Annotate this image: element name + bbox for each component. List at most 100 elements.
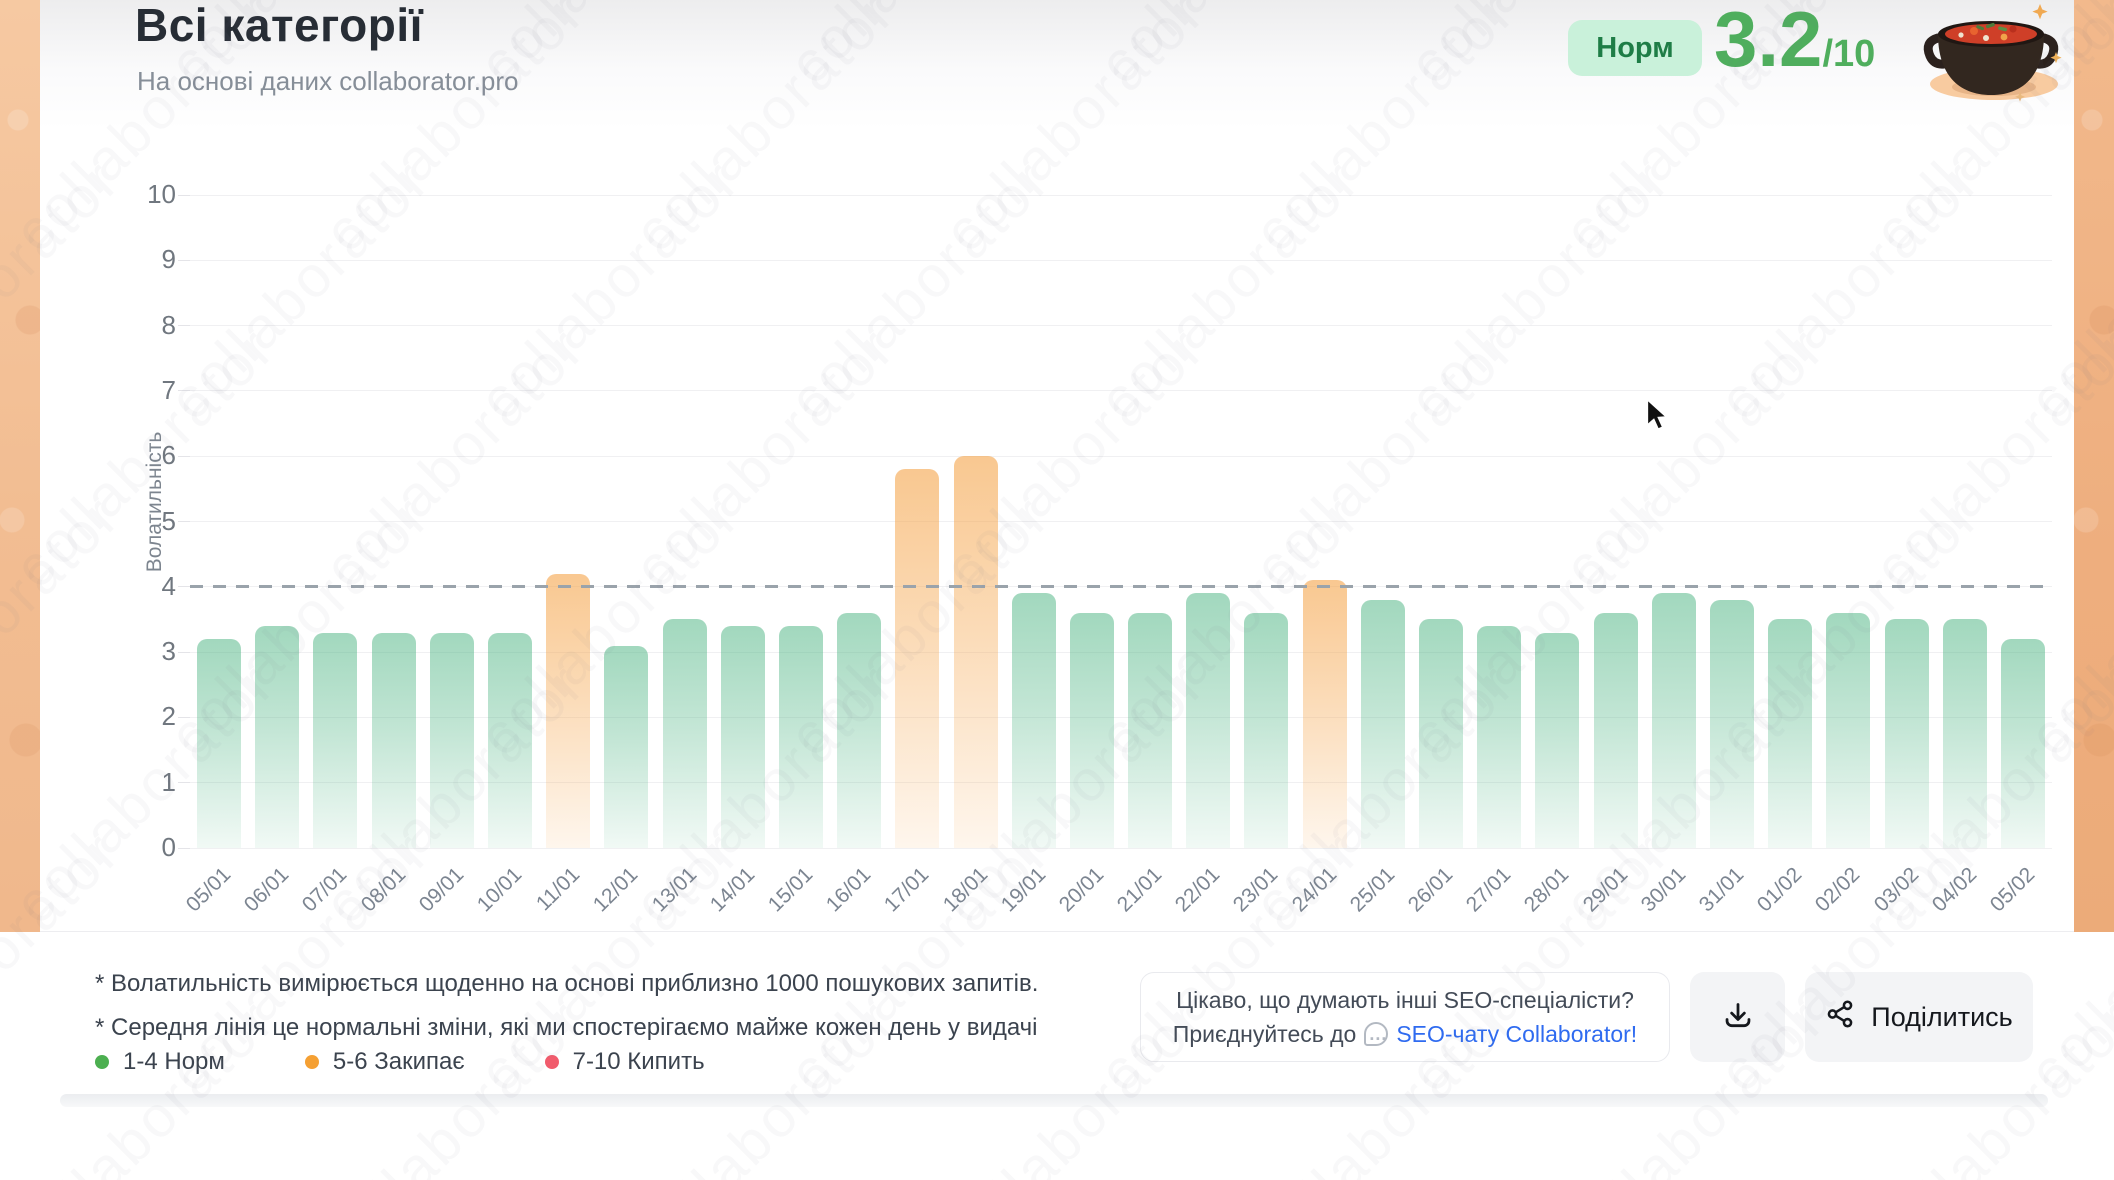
bar-23/01[interactable] (1244, 612, 1289, 848)
y-tick-label: 4 (161, 570, 176, 601)
legend-dot-icon (304, 1055, 319, 1069)
cta-question: Цікаво, що думають інші SEO-спеціалісти? (1176, 987, 1634, 1013)
bar-chart-plot-area: 0 1 2 3 4 5 6 7 8 9 10 05/01 06/01 07/01 08/01 09/01 10/… (147, 179, 2052, 916)
mouse-cursor (1644, 397, 1674, 437)
gridline (190, 455, 2052, 457)
share-button-label: Поділитись (1871, 1001, 2013, 1032)
bar-05/02[interactable] (2000, 639, 2045, 848)
axis-tick (178, 194, 190, 196)
bar-13/01[interactable] (662, 619, 707, 848)
axis-tick (178, 521, 190, 522)
gridline (190, 325, 2052, 327)
bar-05/01[interactable] (197, 639, 242, 848)
y-tick-label: 0 (161, 832, 176, 862)
bar-22/01[interactable] (1186, 593, 1231, 848)
y-tick-label: 9 (161, 244, 176, 275)
average-threshold-line (190, 585, 2052, 589)
axis-tick (178, 455, 190, 457)
legend-item: 7-10 Кипить (544, 1048, 705, 1076)
score-value: 3.2 (1714, 0, 1823, 83)
volatility-score: 3.2/10 (1714, 0, 1875, 85)
bar-31/01[interactable] (1709, 599, 1754, 848)
bar-20/01[interactable] (1069, 612, 1114, 848)
bar-09/01[interactable] (429, 632, 474, 848)
y-tick-label: 1 (161, 766, 176, 797)
axis-tick (178, 716, 190, 718)
gridline (190, 847, 2052, 849)
bar-14/01[interactable] (720, 625, 765, 848)
gridline (190, 651, 2052, 653)
axis-tick (178, 782, 190, 784)
bottom-divider (60, 1094, 2048, 1107)
axis-tick (178, 259, 190, 261)
bar-07/01[interactable] (313, 632, 358, 848)
bar-18/01[interactable] (953, 456, 998, 848)
footnote-average-line: * Середня лінія це нормальні зміни, які … (95, 1014, 1038, 1041)
page-subtitle: На основі даних collaborator.pro (137, 66, 519, 96)
gridline (190, 259, 2052, 261)
download-icon (1723, 1001, 1753, 1034)
bar-17/01[interactable] (895, 469, 940, 848)
gridline (190, 521, 2052, 522)
seo-chat-cta-card: Цікаво, що думають інші SEO-спеціалісти?… (1140, 972, 1670, 1062)
bar-24/01[interactable] (1302, 580, 1347, 848)
legend-item: 1-4 Норм (95, 1048, 225, 1076)
bar-10/01[interactable] (488, 632, 533, 848)
legend-label: 7-10 Кипить (572, 1048, 705, 1075)
gridline (190, 782, 2052, 784)
share-icon (1825, 999, 1855, 1036)
bar-30/01[interactable] (1651, 593, 1696, 848)
chart-card: Всі категорії На основі даних collaborat… (40, 0, 2074, 932)
decor-background-right (2074, 0, 2114, 932)
bar-12/01[interactable] (604, 645, 649, 848)
bar-08/01[interactable] (371, 632, 416, 848)
chat-bubble-icon (1364, 1017, 1389, 1051)
bar-03/02[interactable] (1884, 619, 1929, 848)
download-button[interactable] (1690, 972, 1785, 1062)
bar-02/02[interactable] (1826, 612, 1871, 848)
legend-dot-icon (544, 1055, 559, 1069)
footnotes: * Волатильність вимірюється щоденно на о… (95, 962, 1038, 1050)
axis-tick (178, 847, 190, 849)
y-tick-label: 8 (161, 309, 176, 340)
bar-29/01[interactable] (1593, 612, 1638, 848)
gridline (190, 194, 2052, 196)
y-tick-label: 3 (161, 636, 176, 667)
card-divider-line (40, 931, 2074, 932)
y-tick-label: 6 (161, 440, 176, 471)
axis-tick (178, 325, 190, 327)
legend-item: 5-6 Закипає (304, 1048, 465, 1076)
bar-11/01[interactable] (546, 573, 591, 848)
axis-tick (178, 390, 190, 392)
bar-01/02[interactable] (1768, 619, 1813, 848)
share-button[interactable]: Поділитись (1805, 972, 2033, 1062)
y-tick-label: 7 (161, 374, 176, 405)
bar-15/01[interactable] (778, 625, 823, 848)
status-badge: Норм (1568, 20, 1702, 76)
decor-background-left (0, 0, 40, 932)
bar-06/01[interactable] (255, 625, 300, 848)
bar-04/02[interactable] (1942, 619, 1987, 848)
borscht-pot-illustration (1916, 0, 2066, 109)
footnote-volatility: * Волатильність вимірюється щоденно на о… (95, 970, 1039, 997)
gridline (190, 390, 2052, 392)
chart-legend: 1-4 Норм 5-6 Закипає 7-10 Кипить (95, 1048, 705, 1076)
y-tick-label: 2 (161, 701, 176, 732)
cta-join-text: Приєднуйтесь до (1172, 1021, 1357, 1047)
y-tick-label: 10 (147, 179, 176, 209)
legend-label: 1-4 Норм (123, 1048, 225, 1075)
page-title: Всі категорії (135, 0, 424, 51)
bar-27/01[interactable] (1477, 625, 1522, 848)
bar-16/01[interactable] (837, 612, 882, 848)
bar-26/01[interactable] (1419, 619, 1464, 848)
score-max: /10 (1822, 33, 1876, 75)
bar-21/01[interactable] (1128, 612, 1173, 848)
legend-label: 5-6 Закипає (332, 1048, 465, 1075)
seo-chat-link[interactable]: SEO-чату Collaborator! (1396, 1021, 1638, 1047)
bar-25/01[interactable] (1360, 599, 1405, 848)
legend-dot-icon (95, 1055, 109, 1069)
bar-19/01[interactable] (1011, 593, 1056, 848)
gridline (190, 716, 2052, 718)
bar-28/01[interactable] (1535, 632, 1580, 848)
